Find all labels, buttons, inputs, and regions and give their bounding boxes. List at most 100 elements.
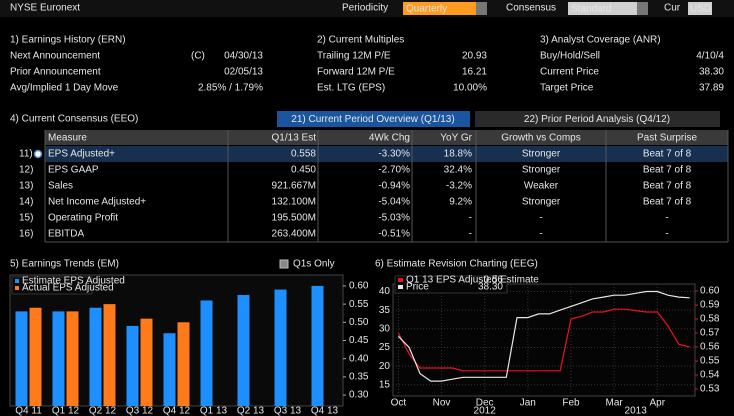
table-cell: - xyxy=(469,213,472,224)
table-cell: 195.500M xyxy=(272,213,316,224)
plot-area xyxy=(392,283,696,397)
row-radio[interactable] xyxy=(33,149,43,159)
legend-box xyxy=(11,276,93,295)
exchange-name: NYSE Euronext xyxy=(10,3,80,14)
y-tick-label: 40 xyxy=(379,286,391,297)
table-cell: EPS GAAP xyxy=(48,165,99,176)
column-header: Measure xyxy=(48,133,87,144)
table-cell: EBITDA xyxy=(48,229,84,240)
table-cell: Stronger xyxy=(522,197,561,208)
row-number: 14) xyxy=(19,197,33,208)
row-number: 11) xyxy=(19,149,33,160)
y2-tick-label: 0.54 xyxy=(700,370,720,381)
bar xyxy=(66,311,79,406)
column-header: 4Wk Chg xyxy=(369,133,410,144)
bar xyxy=(103,304,116,406)
periodicity-dropdown[interactable] xyxy=(403,2,487,15)
selected-row xyxy=(45,146,728,162)
field-value: 04/30/13 xyxy=(224,51,263,62)
y2-tick-label: 0.57 xyxy=(700,328,720,339)
bar xyxy=(311,285,324,406)
y2-tick-label: 0.59 xyxy=(700,300,720,311)
x-tick-label: Q2 12 xyxy=(89,406,117,416)
y2-tick-label: 0.56 xyxy=(700,342,720,353)
legend-label: Price xyxy=(406,282,429,293)
x-tick-label: Q2 13 xyxy=(237,406,265,416)
currency-dropdown[interactable] xyxy=(688,2,712,15)
bar xyxy=(237,295,250,406)
x-tick-label: Nov xyxy=(433,398,451,409)
consensus-dropdown[interactable] xyxy=(568,2,648,15)
plot-area xyxy=(9,274,344,407)
bar xyxy=(15,311,28,406)
column-header: Q1/13 Est xyxy=(272,133,317,144)
table-cell: Beat 7 of 8 xyxy=(643,197,692,208)
field-label: Forward 12M P/E xyxy=(317,67,395,78)
consensus-label: Consensus xyxy=(506,3,556,14)
dropdown-arrow xyxy=(637,2,648,15)
year-label: 2012 xyxy=(474,406,497,416)
tab-inactive[interactable] xyxy=(475,111,720,127)
legend-label: Actual EPS Adjusted xyxy=(22,283,114,294)
x-tick-label: Q4 13 xyxy=(311,406,339,416)
toggle-label[interactable]: Q1s Only xyxy=(293,259,335,270)
table-cell: Beat 7 of 8 xyxy=(643,181,692,192)
year-label: 2013 xyxy=(625,406,648,416)
legend-label: Q1 13 EPS Adjusted Estimate xyxy=(406,275,539,286)
legend-swatch xyxy=(398,285,403,289)
y-tick-label: 0.50 xyxy=(349,317,369,328)
field-label: Next Announcement xyxy=(10,51,100,62)
field-label: Est. LTG (EPS) xyxy=(317,83,385,94)
y-tick-label: 0.60 xyxy=(349,281,369,292)
table-cell: 921.667M xyxy=(272,181,316,192)
consensus-value[interactable]: Standard xyxy=(571,4,612,15)
field-value: 16.21 xyxy=(462,67,487,78)
tab-label[interactable]: 22) Prior Period Analysis (Q4/12) xyxy=(524,114,670,125)
table-header xyxy=(45,130,728,145)
tab-label[interactable]: 21) Current Period Overview (Q1/13) xyxy=(291,114,454,125)
legend-box xyxy=(394,275,508,294)
table-cell: 0.558 xyxy=(291,149,316,160)
section-title: 3) Analyst Coverage (ANR) xyxy=(540,35,661,46)
table-cell: Operating Profit xyxy=(48,213,118,224)
table-cell: -3.30% xyxy=(378,149,410,160)
table-cell: 132.100M xyxy=(272,197,316,208)
row-number: 13) xyxy=(19,181,33,192)
field-flag: (C) xyxy=(191,51,205,62)
top-bar xyxy=(0,0,734,17)
y-tick-label: 20 xyxy=(379,361,391,372)
currency-value[interactable]: USD xyxy=(690,4,711,15)
section-title: 4) Current Consensus (EEO) xyxy=(10,114,138,125)
bar xyxy=(140,318,153,406)
x-tick-label: Q4 12 xyxy=(163,406,191,416)
column-header: Past Surprise xyxy=(637,133,697,144)
table-cell: -0.51% xyxy=(378,229,410,240)
legend-value: 38.30 xyxy=(478,282,503,293)
table-cell: Net Income Adjusted+ xyxy=(48,197,146,208)
table-cell: -5.03% xyxy=(378,213,410,224)
table-cell: Sales xyxy=(48,181,73,192)
legend-swatch xyxy=(15,286,19,290)
periodicity-value[interactable]: Quarterly xyxy=(406,4,447,15)
line-series xyxy=(397,290,690,382)
table-cell: - xyxy=(539,213,542,224)
table-cell: -2.70% xyxy=(378,165,410,176)
legend-swatch xyxy=(398,278,403,282)
y-tick-label: 0.40 xyxy=(349,353,369,364)
field-value: 02/05/13 xyxy=(224,67,263,78)
field-label: Trailing 12M P/E xyxy=(317,51,391,62)
x-tick-label: Mar xyxy=(605,398,623,409)
table-cell: 18.8% xyxy=(444,149,472,160)
bar xyxy=(29,307,42,406)
table-cell: -3.2% xyxy=(446,181,472,192)
table-cell: - xyxy=(665,213,668,224)
table-cell: 9.2% xyxy=(449,197,472,208)
table-cell: -5.04% xyxy=(378,197,410,208)
toggle-checkbox[interactable] xyxy=(279,259,289,269)
y-tick-label: 15 xyxy=(379,379,391,390)
table-cell: -0.94% xyxy=(378,181,410,192)
tab-active[interactable] xyxy=(277,111,470,127)
table-cell: Weaker xyxy=(524,181,559,192)
y2-tick-label: 0.53 xyxy=(700,384,720,395)
